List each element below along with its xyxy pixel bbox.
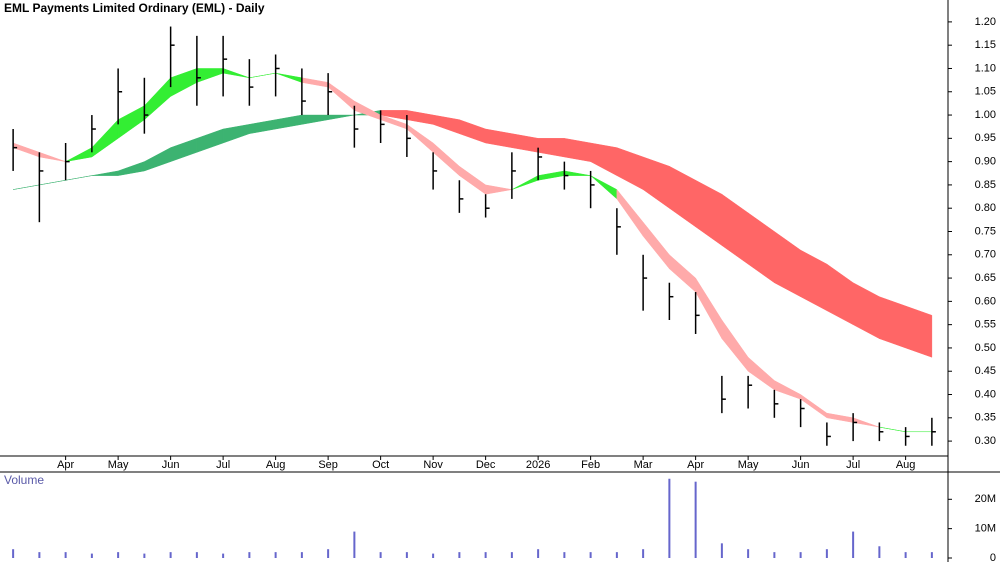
ribbon xyxy=(905,305,933,358)
y-tick-label: 1.20 xyxy=(975,16,996,28)
ribbon xyxy=(879,296,906,349)
x-tick-label: Dec xyxy=(476,459,496,471)
volume-bar xyxy=(589,552,592,558)
volume-bar xyxy=(825,549,828,558)
volume-bar xyxy=(90,553,93,558)
volume-bar xyxy=(773,552,776,558)
volume-bar xyxy=(38,552,41,558)
y-tick-label: 0.60 xyxy=(975,295,996,307)
y-tick-label: 0.35 xyxy=(975,412,996,424)
y-tick-label: 0.40 xyxy=(975,388,996,400)
volume-bar xyxy=(615,552,618,558)
x-tick-label: Sep xyxy=(318,459,338,471)
ribbon xyxy=(485,184,512,195)
x-tick-label: Aug xyxy=(896,459,916,471)
volume-bar xyxy=(904,552,907,558)
volume-bar xyxy=(143,553,146,558)
y-tick-label: 0.55 xyxy=(975,319,996,331)
y-tick-label: 0.75 xyxy=(975,225,996,237)
x-tick-label: Mar xyxy=(634,459,653,471)
volume-title: Volume xyxy=(4,473,44,487)
y-tick-label: 1.15 xyxy=(975,39,996,51)
volume-bar xyxy=(720,543,723,558)
x-tick-label: Nov xyxy=(423,459,443,471)
y-tick-label: 0.85 xyxy=(975,179,996,191)
volume-bar xyxy=(484,552,487,558)
volume-bar xyxy=(694,481,697,558)
volume-bar xyxy=(405,552,408,558)
volume-bar xyxy=(510,552,513,558)
y-tick-label: 0.45 xyxy=(975,365,996,377)
ribbon xyxy=(327,114,355,121)
volume-bar xyxy=(668,478,671,558)
volume-bar xyxy=(274,552,277,558)
x-tick-label: May xyxy=(738,459,759,471)
y-tick-label: 1.05 xyxy=(975,86,996,98)
volume-bar xyxy=(563,552,566,558)
y-tick-label: 1.00 xyxy=(975,109,996,121)
volume-bar xyxy=(379,552,382,558)
volume-bar xyxy=(327,549,330,558)
volume-bar xyxy=(747,549,750,558)
volume-bar xyxy=(537,549,540,558)
y-tick-label: 0 xyxy=(990,552,996,562)
y-tick-label: 0.90 xyxy=(975,156,996,168)
y-tick-label: 0.80 xyxy=(975,202,996,214)
volume-bar xyxy=(12,549,15,558)
volume-bar xyxy=(222,553,225,558)
volume-bar xyxy=(930,552,933,558)
x-tick-label: Apr xyxy=(687,459,704,471)
y-tick-label: 0.50 xyxy=(975,342,996,354)
x-tick-label: Feb xyxy=(581,459,600,471)
volume-bar xyxy=(878,546,881,558)
volume-bar xyxy=(642,549,645,558)
x-tick-label: Oct xyxy=(372,459,389,471)
x-tick-label: Jul xyxy=(216,459,230,471)
volume-bar xyxy=(300,552,303,558)
volume-bar xyxy=(852,531,855,558)
x-tick-label: Jun xyxy=(162,459,180,471)
volume-bar xyxy=(117,552,120,558)
chart-title: EML Payments Limited Ordinary (EML) - Da… xyxy=(4,1,265,15)
x-tick-label: Jun xyxy=(792,459,810,471)
y-tick-label: 0.30 xyxy=(975,435,996,447)
y-tick-label: 1.10 xyxy=(975,62,996,74)
x-tick-label: Apr xyxy=(57,459,74,471)
volume-bar xyxy=(458,552,461,558)
volume-bar xyxy=(64,552,67,558)
y-tick-label: 10M xyxy=(975,523,996,535)
volume-bar xyxy=(248,552,251,558)
y-tick-label: 0.70 xyxy=(975,249,996,261)
volume-bar xyxy=(195,552,198,558)
y-tick-label: 0.65 xyxy=(975,272,996,284)
x-tick-label: 2026 xyxy=(526,459,550,471)
volume-bar xyxy=(432,553,435,558)
y-tick-label: 0.95 xyxy=(975,132,996,144)
y-tick-label: 20M xyxy=(975,493,996,505)
x-tick-label: Jul xyxy=(846,459,860,471)
x-tick-label: May xyxy=(108,459,129,471)
x-tick-label: Aug xyxy=(266,459,286,471)
volume-bar xyxy=(169,552,172,558)
volume-bar xyxy=(353,531,356,558)
volume-bar xyxy=(799,552,802,558)
